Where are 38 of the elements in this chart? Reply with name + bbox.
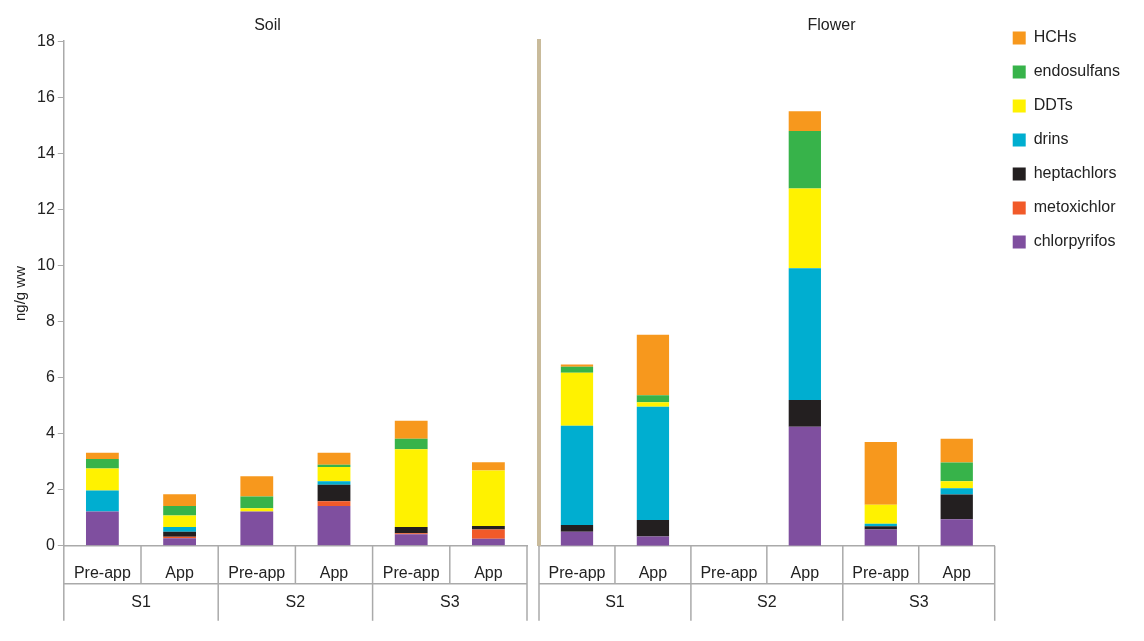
text: S1 (605, 593, 625, 611)
text: S2 (285, 593, 306, 611)
x-tick-label: Pre-app (548, 563, 606, 581)
legend-label: DDTs (1033, 96, 1073, 114)
x-tick-label: App (942, 563, 972, 581)
legend-label: heptachlors (1033, 164, 1117, 182)
text: S3 (440, 593, 460, 611)
y-tick-label: 16 (37, 87, 55, 105)
legend-label: HCHs (1033, 28, 1077, 46)
legend-label: drins (1033, 130, 1069, 148)
y-tick-label: 18 (37, 31, 55, 49)
text: S2 (757, 593, 777, 611)
y-tick-label: 0 (45, 536, 55, 554)
y-tick-label: 8 (45, 311, 55, 329)
x-tick-label: Pre-app (852, 563, 910, 581)
x-tick-label: App (165, 563, 194, 581)
x-tick-label: App (638, 563, 668, 581)
y-tick-label: 4 (45, 424, 55, 442)
chart-title: Flower (807, 16, 857, 34)
y-tick-label: 6 (45, 368, 55, 386)
x-tick-label: Pre-app (382, 563, 440, 581)
y-axis-title: ng/g ww (11, 265, 29, 322)
y-tick-label: 12 (37, 199, 55, 217)
y-tick-label: 2 (45, 480, 55, 498)
chart-title: Soil (254, 16, 281, 34)
x-tick-label: Pre-app (73, 563, 131, 581)
x-tick-label: Pre-app (700, 563, 758, 581)
x-tick-label: App (319, 563, 349, 581)
text: S1 (131, 593, 151, 611)
x-tick-label: App (790, 563, 820, 581)
text: S3 (908, 593, 929, 611)
y-tick-label: 10 (37, 255, 55, 273)
legend-label: chlorpyrifos (1033, 232, 1116, 250)
legend-label: endosulfans (1033, 62, 1121, 80)
y-tick-label: 14 (37, 143, 55, 161)
x-tick-label: Pre-app (228, 563, 286, 581)
legend-label: metoxichlor (1033, 198, 1117, 216)
x-tick-label: App (474, 563, 503, 581)
